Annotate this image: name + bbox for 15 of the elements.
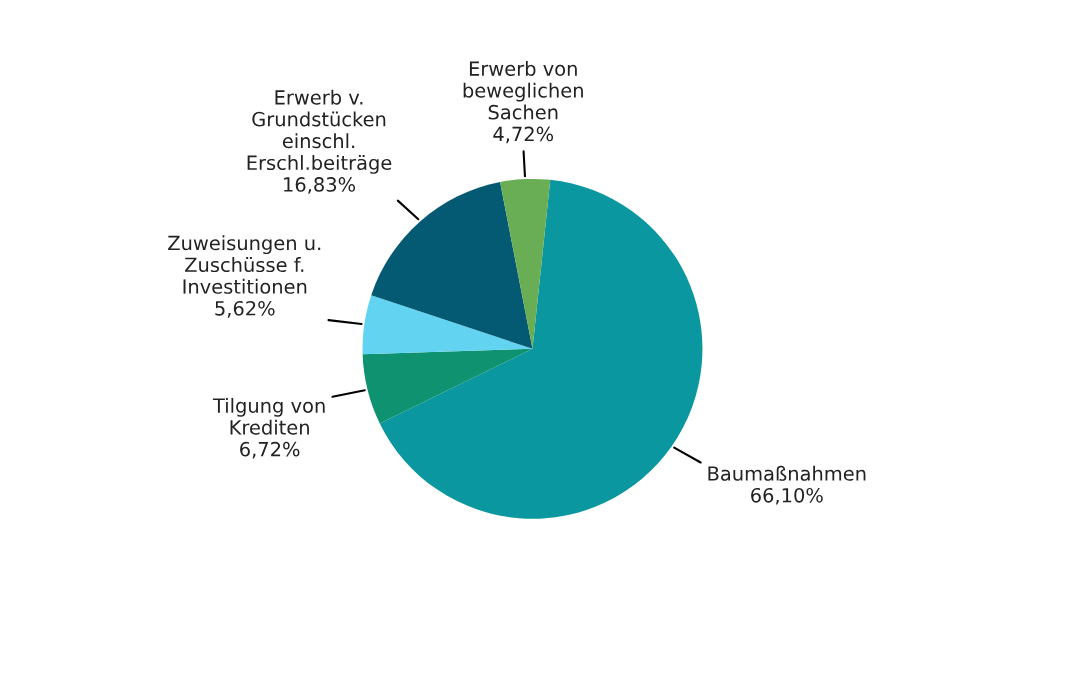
slice-label: Zuweisungen u. Zuschüsse f. Investitionen bbox=[168, 235, 321, 294]
slice-label: Baumaßnahmen bbox=[708, 465, 866, 481]
pie-slice bbox=[500, 178, 551, 349]
pie-slice bbox=[379, 179, 703, 519]
pie-slice bbox=[362, 348, 533, 424]
pie-slice bbox=[371, 182, 533, 349]
data-label: 16,83% bbox=[284, 177, 356, 194]
data-label: 4,72% bbox=[493, 126, 554, 144]
data-label: 6,72% bbox=[240, 441, 300, 459]
data-label: 5,62% bbox=[215, 300, 275, 318]
pie-slice bbox=[362, 295, 533, 355]
slice-label: Erwerb von beweglichen Sachen bbox=[463, 60, 583, 120]
slice-label: Tilgung von Krediten bbox=[212, 397, 325, 435]
slice-label: Erwerb v. Grundstücken einschl. Erschl.beiträge bbox=[247, 89, 392, 174]
data-label: 66,10% bbox=[751, 487, 823, 505]
